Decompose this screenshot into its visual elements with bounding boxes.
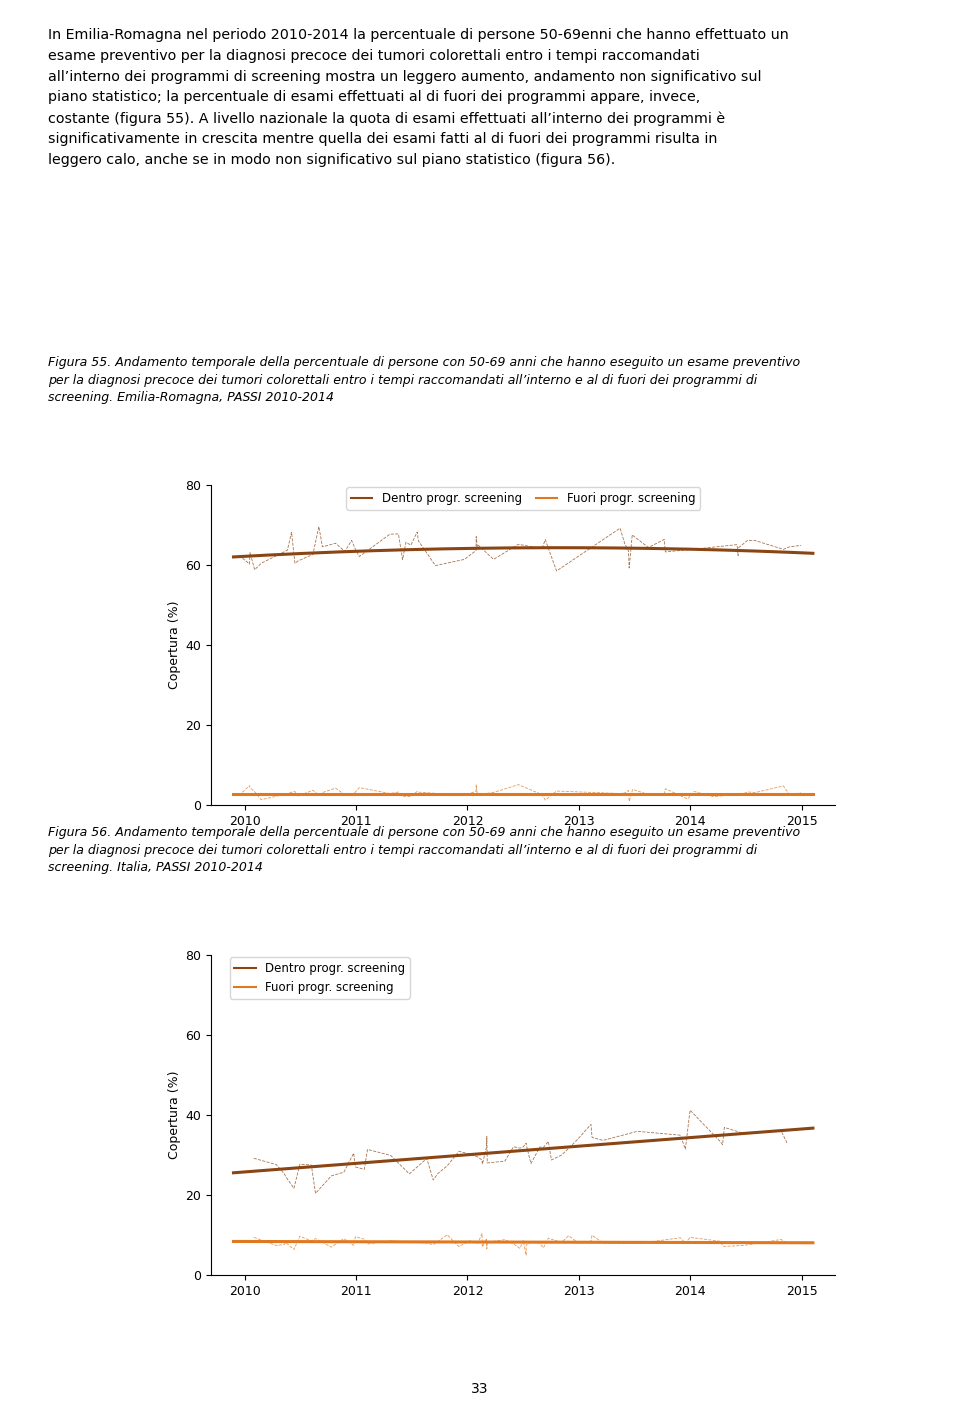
Legend: Dentro progr. screening, Fuori progr. screening: Dentro progr. screening, Fuori progr. sc… [347,487,700,510]
Text: Figura 56. Andamento temporale della percentuale di persone con 50-69 anni che h: Figura 56. Andamento temporale della per… [48,826,800,875]
Text: 33: 33 [471,1382,489,1396]
Text: In Emilia-Romagna nel periodo 2010-2014 la percentuale di persone 50-69enni che : In Emilia-Romagna nel periodo 2010-2014 … [48,28,789,167]
Y-axis label: Copertura (%): Copertura (%) [168,600,181,690]
Text: Figura 55. Andamento temporale della percentuale di persone con 50-69 anni che h: Figura 55. Andamento temporale della per… [48,356,800,405]
Legend: Dentro progr. screening, Fuori progr. screening: Dentro progr. screening, Fuori progr. sc… [229,958,410,999]
Y-axis label: Copertura (%): Copertura (%) [168,1070,181,1160]
